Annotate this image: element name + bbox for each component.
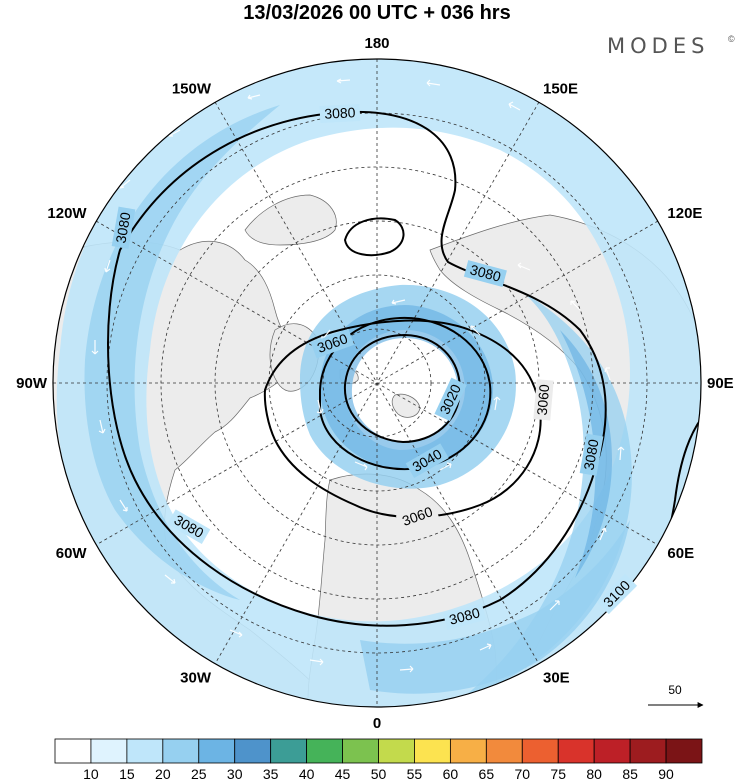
map-boundary xyxy=(52,58,702,708)
contour-closed-small xyxy=(343,217,405,257)
contour-label: 3080 xyxy=(580,438,601,472)
colorbar-label: 30 xyxy=(227,766,243,782)
longitude-label: 180 xyxy=(364,35,389,52)
longitude-label: 120W xyxy=(47,205,87,222)
brand-mark: © xyxy=(728,34,735,44)
colorbar-label: 90 xyxy=(658,766,674,782)
longitude-label: 30E xyxy=(543,669,570,686)
colorbar-swatch xyxy=(342,738,379,764)
colorbar-label: 10 xyxy=(83,766,99,782)
colorbar-swatch xyxy=(54,738,92,764)
contour-label: 3060 xyxy=(534,383,553,416)
reference-vector-label: 50 xyxy=(668,683,682,697)
brand-logo: MODES xyxy=(607,34,709,58)
contour-3080-outer xyxy=(107,110,607,627)
band-bottom-right xyxy=(360,520,630,694)
colorbar-swatch xyxy=(557,738,595,764)
colorbar-label: 40 xyxy=(299,766,315,782)
colorbar-swatch xyxy=(593,738,631,764)
contour-label-group: 3080 3080 3080 3080 3080 3080 3060 3060 … xyxy=(111,103,638,630)
longitude-label: 60E xyxy=(667,545,694,562)
longitude-label: 90W xyxy=(16,375,48,392)
longitude-label: 60W xyxy=(56,545,88,562)
colorbar-label: 35 xyxy=(263,766,279,782)
longitude-labels: 180 150E 120E 90E 60E 30E 0 30W 60W 90W 120W 150W xyxy=(16,35,734,732)
longitude-label: 150W xyxy=(172,81,212,98)
colorbar-swatch xyxy=(521,738,559,764)
contour-label: 3080 xyxy=(112,211,133,245)
colorbar-swatch xyxy=(485,738,523,764)
colorbar-label: 55 xyxy=(407,766,423,782)
contour-3040 xyxy=(319,316,492,471)
contour-label: 3080 xyxy=(468,261,502,285)
wind-vectors xyxy=(91,78,625,673)
longitude-label: 90E xyxy=(707,375,734,392)
colorbar: 10 15 20 25 30 35 40 45 50 55 60 65 70 75 80 85 90 xyxy=(54,738,703,782)
colorbar-label: 50 xyxy=(371,766,387,782)
colorbar-label: 70 xyxy=(514,766,530,782)
colorbar-swatch xyxy=(629,738,667,764)
land-alaska xyxy=(244,194,337,246)
polar-vortex-core xyxy=(320,305,494,471)
longitude-label: 120E xyxy=(667,205,702,222)
colorbar-swatch xyxy=(198,738,236,764)
colorbar-label: 65 xyxy=(479,766,495,782)
contour-label: 3080 xyxy=(447,604,481,628)
colorbar-label: 75 xyxy=(550,766,566,782)
colorbar-swatch xyxy=(270,738,308,764)
longitude-label: 150E xyxy=(543,81,578,98)
colorbar-label: 20 xyxy=(155,766,171,782)
colorbar-swatch xyxy=(90,738,128,764)
colorbar-label: 80 xyxy=(586,766,602,782)
colorbar-swatch xyxy=(162,738,200,764)
colorbar-swatch xyxy=(306,738,343,764)
colorbar-label: 60 xyxy=(443,766,459,782)
longitude-label: 0 xyxy=(373,715,381,732)
colorbar-swatch xyxy=(414,738,451,764)
jet-right-band-strong xyxy=(560,330,612,578)
contour-3060 xyxy=(263,319,542,518)
colorbar-swatch xyxy=(234,738,272,764)
colorbar-swatch xyxy=(449,738,487,764)
colorbar-label: 45 xyxy=(335,766,351,782)
longitude-label: 30W xyxy=(180,669,212,686)
contour-label: 3080 xyxy=(324,104,356,122)
colorbar-label: 15 xyxy=(119,766,135,782)
colorbar-label: 85 xyxy=(622,766,638,782)
colorbar-swatch xyxy=(126,738,164,764)
reference-vector: 50 xyxy=(648,683,704,708)
colorbar-label: 25 xyxy=(191,766,207,782)
map-title: 13/03/2026 00 UTC + 036 hrs xyxy=(243,2,510,24)
colorbar-swatch xyxy=(378,738,415,764)
colorbar-swatch xyxy=(665,738,703,764)
